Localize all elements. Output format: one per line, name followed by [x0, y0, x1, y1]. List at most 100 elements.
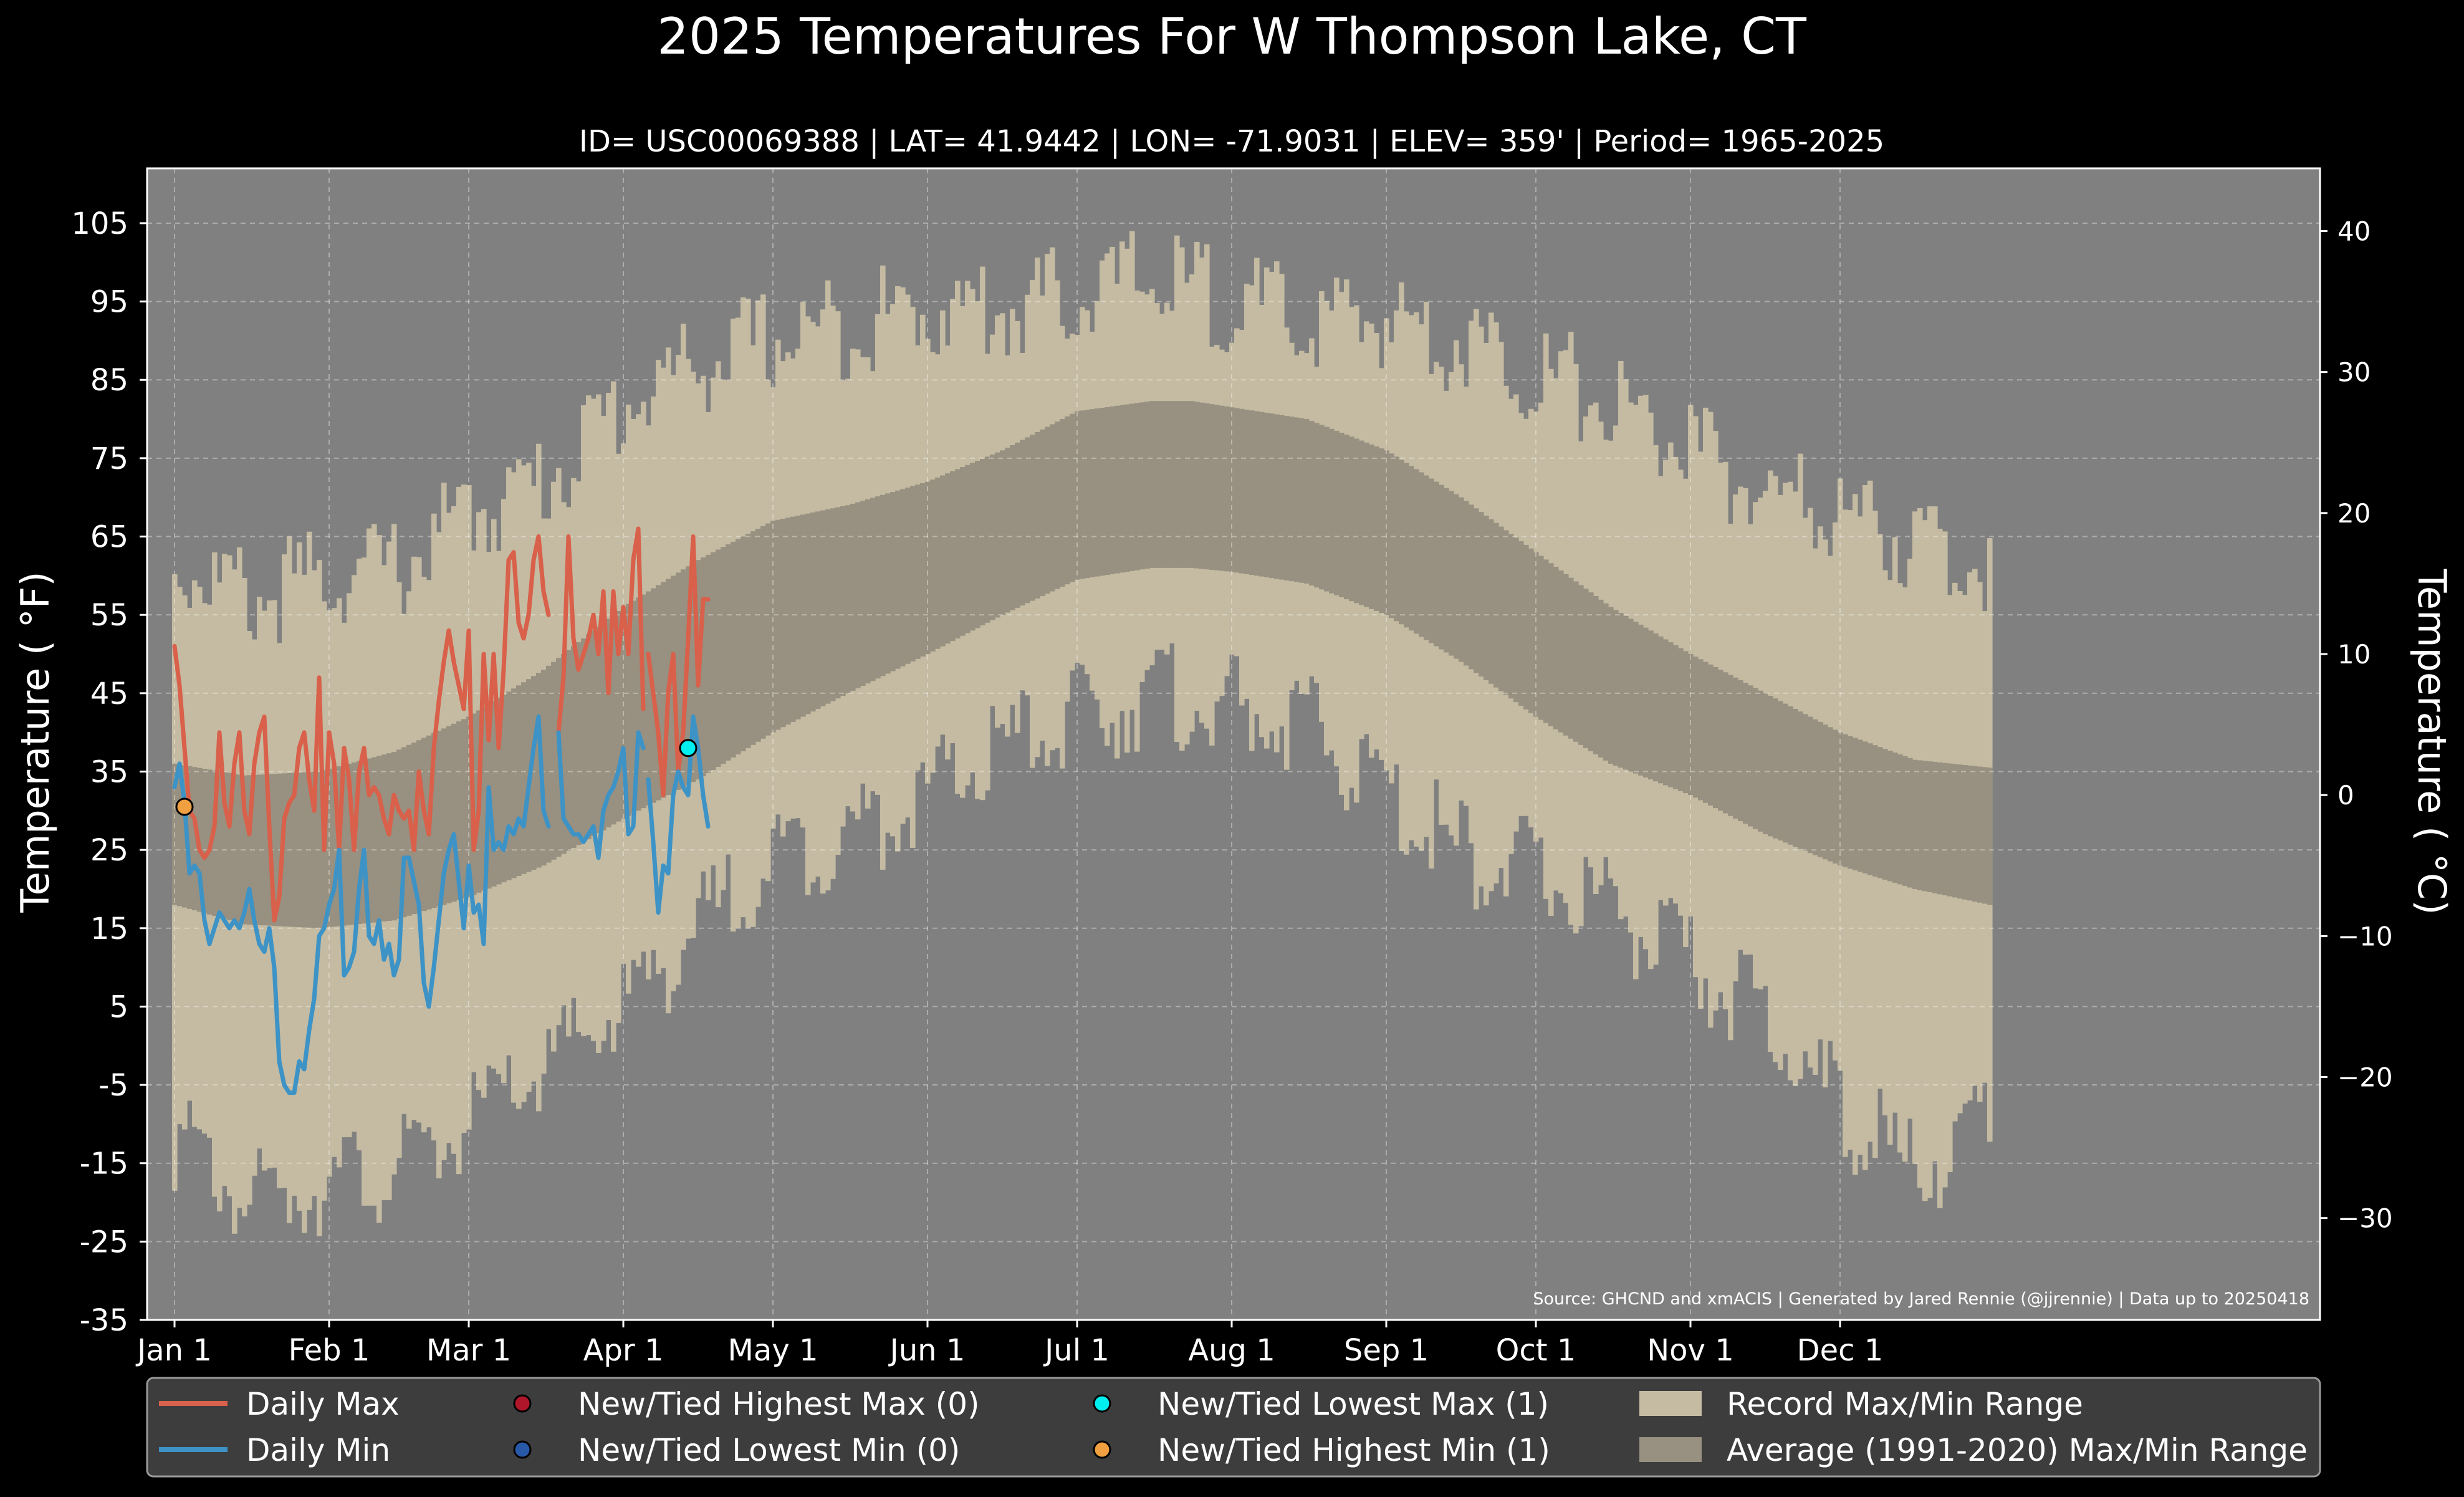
normal-range-bar	[1488, 519, 1494, 684]
normal-range-bar	[1862, 741, 1868, 874]
normal-range-bar	[1090, 409, 1095, 577]
legend-label: Daily Min	[246, 1432, 390, 1468]
normal-range-bar	[1588, 592, 1594, 751]
normal-range-bar	[541, 670, 547, 866]
normal-range-bar	[855, 502, 861, 688]
normal-range-bar	[890, 492, 896, 671]
normal-range-bar	[1493, 522, 1499, 688]
legend-dot-swatch	[1093, 1394, 1111, 1413]
normal-range-bar	[950, 471, 956, 642]
daily-max-line	[556, 526, 646, 735]
normal-range-bar	[1628, 619, 1634, 772]
normal-range-bar	[1803, 714, 1808, 851]
normal-range-bar	[1319, 425, 1325, 590]
normal-range-bar	[501, 695, 507, 883]
normal-range-bar	[1653, 633, 1659, 782]
normal-range-bar	[451, 723, 457, 902]
y-tick-label-right: 20	[2337, 498, 2371, 529]
y-tick-label-left: -15	[80, 1147, 128, 1182]
normal-range-bar	[745, 534, 751, 748]
normal-range-bar	[1349, 436, 1354, 602]
normal-range-bar	[1828, 727, 1833, 862]
record-points	[175, 739, 697, 816]
normal-range-bar	[1673, 645, 1679, 789]
normal-range-bar	[880, 494, 886, 676]
x-tick-label: Aug 1	[1188, 1333, 1275, 1368]
normal-range-bar	[825, 509, 831, 704]
chart-title: 2025 Temperatures For W Thompson Lake, C…	[657, 7, 1807, 65]
normal-range-bar	[1374, 446, 1379, 611]
y-tick-label-right: −30	[2337, 1203, 2393, 1234]
normal-range-bar	[1110, 406, 1115, 574]
normal-range-bar	[960, 467, 966, 636]
normal-range-bar	[1573, 581, 1579, 742]
normal-range-bar	[1598, 599, 1604, 758]
normal-range-bar	[1394, 456, 1399, 622]
normal-range-bar	[1050, 424, 1055, 592]
normal-range-bar	[1638, 624, 1644, 776]
normal-range-bar	[975, 461, 980, 628]
y-tick-label-left: 75	[90, 441, 128, 476]
normal-range-bar	[1633, 622, 1639, 774]
normal-range-bar	[431, 733, 437, 908]
normal-range-bar	[940, 475, 946, 647]
normal-range-bar	[601, 622, 606, 830]
normal-range-bar	[1339, 433, 1345, 597]
daily-min-line	[172, 715, 551, 1095]
normal-range-bar	[581, 638, 587, 842]
normal-range-bar	[1758, 690, 1763, 832]
normal-range-bar	[1902, 756, 1908, 886]
normal-range-bar	[711, 552, 716, 770]
normal-range-bar	[1753, 688, 1758, 829]
normal-range-bar	[1972, 766, 1978, 902]
normal-range-bar	[1977, 766, 1983, 903]
legend: Daily Max Daily Min New/Tied Highest Max (…	[146, 1377, 2321, 1478]
normal-range-bar	[262, 774, 267, 926]
normal-range-bar	[396, 749, 402, 919]
chart-subtitle: ID= USC00069388 | LAT= 41.9442 | LON= -7…	[579, 124, 1884, 159]
normal-range-bar	[1399, 460, 1404, 625]
normal-range-bar	[1568, 577, 1574, 739]
normal-range-bar	[785, 517, 791, 725]
normal-range-bar	[391, 752, 397, 921]
normal-range-bar	[1798, 711, 1803, 849]
normal-range-bar	[1528, 548, 1534, 713]
normal-range-bar	[1907, 758, 1913, 888]
normal-range-bar	[1917, 760, 1923, 890]
normal-range-bar	[1877, 747, 1883, 878]
normal-range-bar	[466, 716, 472, 897]
normal-range-bar	[1618, 613, 1624, 768]
normal-range-bar	[1503, 530, 1509, 695]
y-tick-label-left: 35	[90, 754, 128, 789]
normal-range-bar	[1115, 405, 1120, 574]
normal-range-bar	[1224, 406, 1230, 572]
normal-range-bar	[780, 519, 786, 728]
normal-range-bar	[955, 469, 961, 638]
normal-range-bar	[202, 768, 208, 913]
normal-range-bar	[1409, 466, 1414, 631]
normal-range-bar	[716, 549, 721, 767]
normal-range-bar	[1199, 402, 1205, 569]
normal-range-bar	[1937, 762, 1943, 895]
y-tick-label-left: -5	[98, 1068, 128, 1103]
normal-range-bar	[1838, 732, 1843, 866]
normal-range-bar	[1957, 764, 1963, 899]
legend-dot-swatch	[1093, 1440, 1111, 1459]
normal-range-bar	[481, 707, 487, 891]
normal-range-bar	[1299, 418, 1305, 583]
normal-range-bar	[1882, 749, 1888, 880]
normal-range-bar	[401, 747, 407, 918]
normal-range-bar	[531, 676, 537, 870]
normal-range-bar	[1005, 448, 1010, 613]
normal-range-bar	[676, 572, 681, 790]
normal-range-bar	[1613, 610, 1619, 766]
normal-range-bar	[900, 489, 906, 667]
normal-range-bar	[865, 499, 871, 684]
normal-range-bar	[616, 610, 621, 822]
legend-dot-swatch	[513, 1440, 532, 1459]
y-tick-label-right: 40	[2337, 216, 2371, 247]
normal-range-bar	[795, 516, 801, 720]
normal-range-bar	[1558, 570, 1564, 733]
normal-range-bar	[222, 772, 228, 919]
normal-range-bar	[636, 597, 641, 811]
